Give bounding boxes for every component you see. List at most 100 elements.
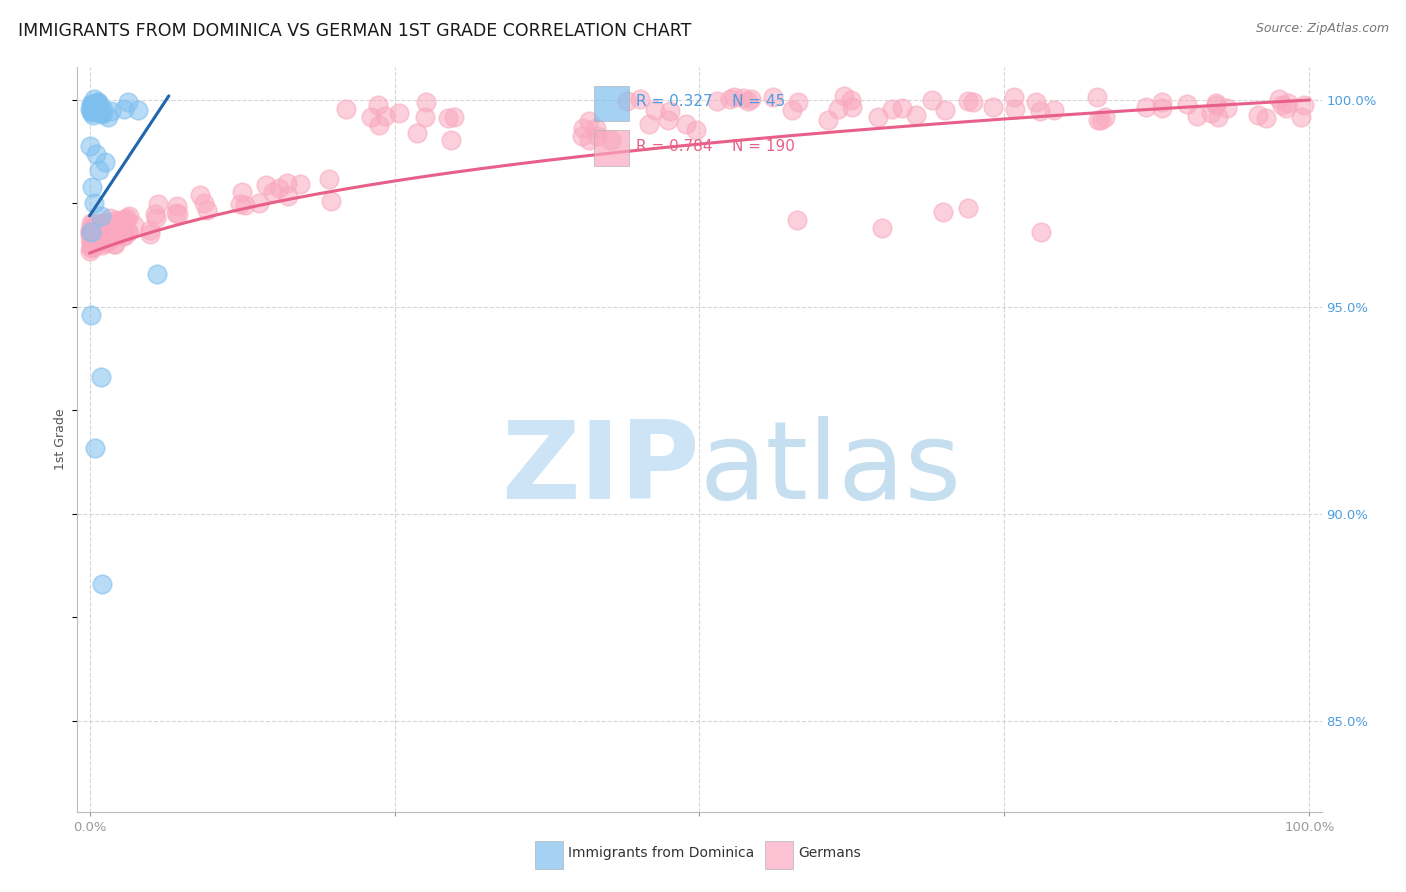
Point — [86, 100, 108, 114]
Point — [1094, 110, 1116, 124]
Point — [80, 241, 103, 255]
Point — [731, 91, 754, 105]
Point — [637, 117, 659, 131]
Point — [600, 133, 623, 147]
Point — [122, 219, 145, 233]
Point — [84, 146, 107, 161]
Point — [83, 227, 105, 241]
Point — [79, 102, 101, 116]
Point — [1029, 226, 1052, 240]
Point — [87, 232, 110, 246]
Point — [718, 92, 741, 106]
Point — [87, 95, 110, 109]
Point — [83, 196, 105, 211]
Point — [921, 94, 943, 108]
Point — [91, 102, 114, 116]
Point — [114, 229, 136, 244]
Point — [79, 226, 101, 240]
Point — [1090, 112, 1112, 127]
Point — [80, 102, 103, 116]
Point — [318, 172, 340, 186]
Point — [94, 215, 117, 229]
Point — [1268, 92, 1291, 106]
Point — [127, 103, 149, 118]
FancyBboxPatch shape — [593, 86, 628, 121]
Point — [1294, 97, 1316, 112]
Point — [195, 202, 218, 217]
Point — [91, 232, 114, 246]
Point — [82, 229, 104, 244]
Point — [82, 108, 104, 122]
Point — [80, 104, 103, 119]
Point — [628, 91, 651, 105]
Point — [97, 234, 120, 248]
Point — [891, 101, 914, 115]
Point — [82, 103, 104, 117]
Point — [269, 180, 291, 194]
Point — [108, 219, 131, 233]
Text: ZIP: ZIP — [501, 416, 700, 522]
Point — [80, 239, 103, 253]
Point — [86, 224, 108, 238]
Point — [82, 216, 104, 230]
Point — [79, 228, 101, 243]
Point — [83, 221, 105, 235]
Point — [167, 207, 190, 221]
Point — [1247, 108, 1270, 122]
Point — [1185, 109, 1208, 123]
Point — [406, 127, 429, 141]
Point — [367, 98, 389, 112]
Point — [98, 211, 121, 225]
Point — [90, 105, 112, 120]
Point — [110, 213, 132, 227]
Point — [866, 110, 889, 124]
Point — [107, 214, 129, 228]
Point — [86, 221, 108, 235]
Point — [413, 110, 436, 124]
Point — [145, 211, 167, 225]
Point — [97, 223, 120, 237]
Point — [585, 128, 607, 143]
Point — [872, 221, 894, 235]
Point — [96, 226, 118, 240]
Point — [832, 89, 855, 103]
Point — [97, 110, 120, 124]
Point — [188, 187, 211, 202]
Point — [83, 103, 105, 118]
FancyBboxPatch shape — [765, 841, 793, 869]
Point — [1206, 110, 1229, 124]
Point — [83, 92, 105, 106]
Point — [91, 104, 114, 119]
Point — [80, 97, 103, 112]
FancyBboxPatch shape — [593, 130, 628, 166]
Point — [103, 222, 125, 236]
Point — [80, 180, 103, 194]
Point — [84, 104, 107, 119]
Point — [94, 155, 117, 169]
Point — [91, 107, 114, 121]
Point — [111, 226, 134, 240]
FancyBboxPatch shape — [536, 841, 562, 869]
Point — [87, 235, 110, 250]
Text: R = 0.327    N = 45: R = 0.327 N = 45 — [636, 95, 786, 110]
Point — [80, 99, 103, 113]
Point — [79, 138, 101, 153]
Point — [1271, 97, 1294, 112]
Point — [817, 112, 839, 127]
Point — [616, 94, 638, 108]
Point — [1205, 98, 1227, 112]
Point — [89, 96, 111, 111]
Point — [572, 120, 595, 135]
Point — [138, 223, 160, 237]
Point — [114, 212, 136, 227]
Point — [83, 238, 105, 252]
Point — [374, 109, 396, 123]
Point — [100, 225, 122, 239]
Point — [644, 103, 666, 117]
Point — [79, 223, 101, 237]
Point — [80, 99, 103, 113]
Text: Source: ZipAtlas.com: Source: ZipAtlas.com — [1256, 22, 1389, 36]
Point — [103, 236, 125, 251]
Point — [780, 103, 803, 117]
Point — [80, 227, 103, 241]
